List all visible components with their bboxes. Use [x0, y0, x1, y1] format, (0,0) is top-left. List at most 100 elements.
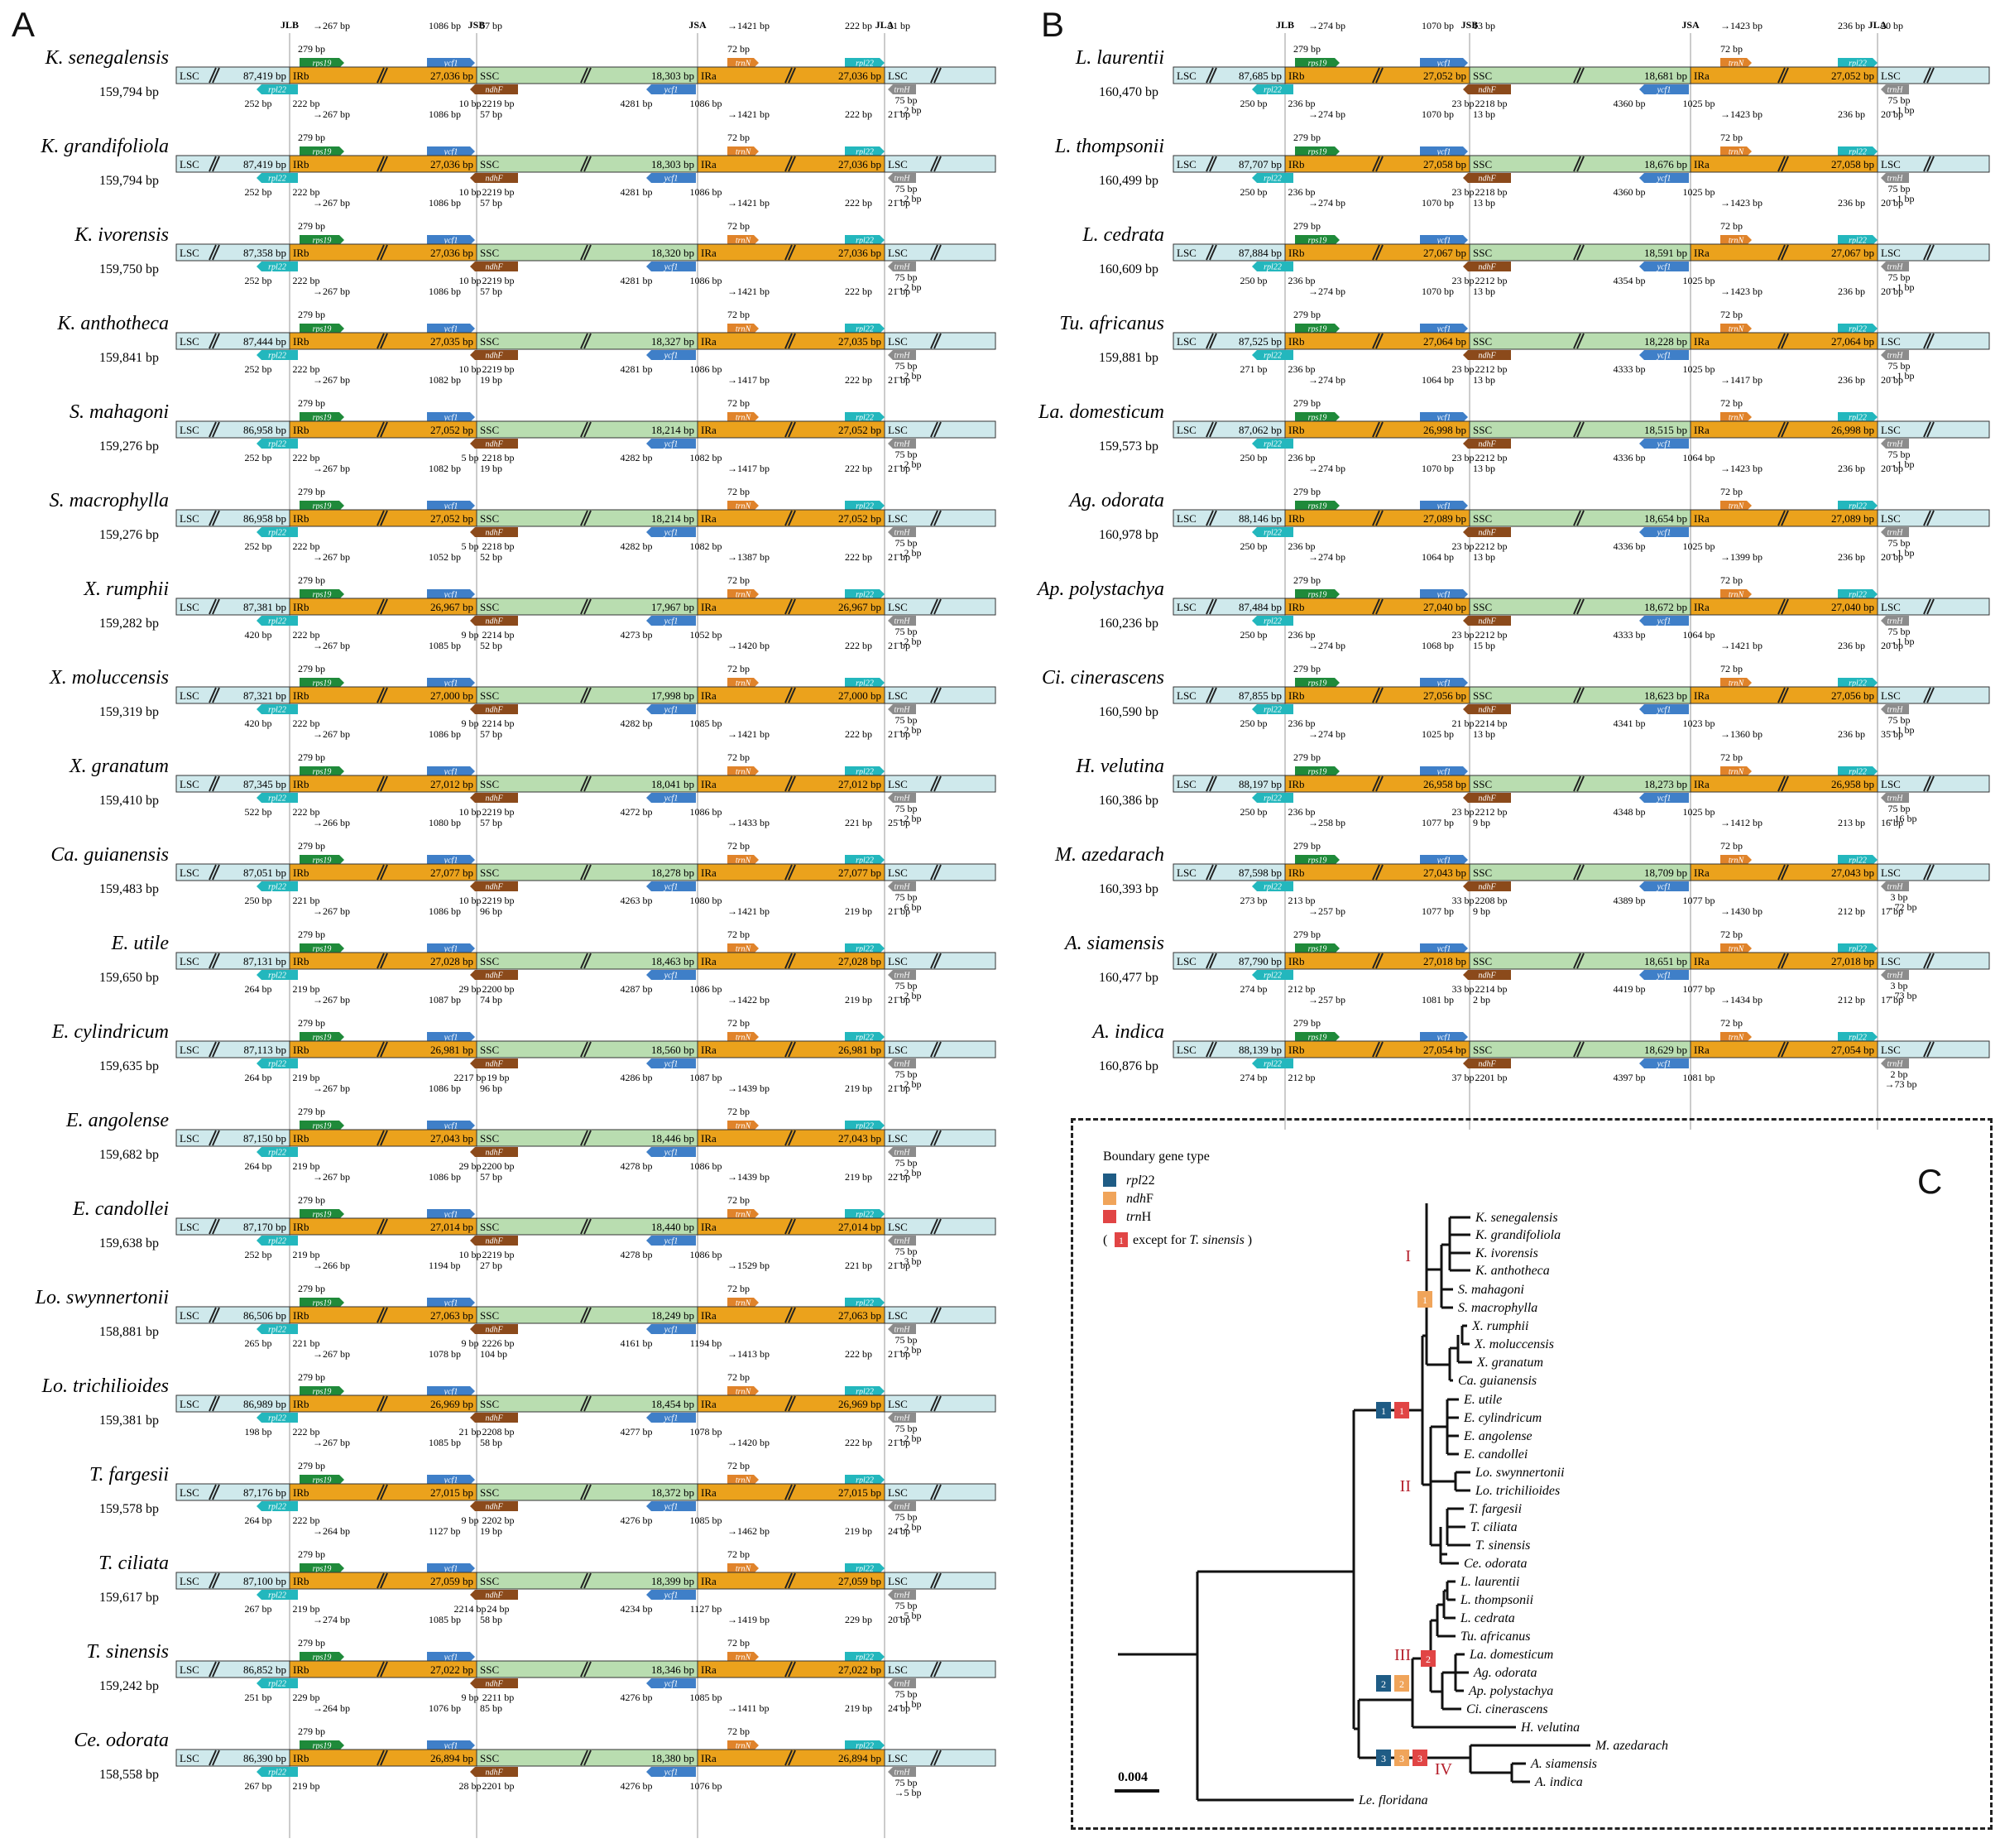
panel-a-row-1-t6: 72 bp — [727, 132, 750, 143]
panel-b-row-8-b8: →16 bp — [1885, 813, 1917, 824]
panel-b-row-1-total-length: 160,499 bp — [1099, 174, 1158, 188]
panel-a-row-4-ycf1-bottom-gene — [646, 439, 696, 449]
panel-a-row-2-ycf1-bottom-gene — [646, 262, 696, 271]
panel-a-row-12-break-4 — [784, 1130, 793, 1146]
panel-a-junction-jlb: JLB — [281, 19, 299, 31]
panel-a-row-5-b5: 4282 bp — [621, 540, 653, 552]
panel-a-row-2-b8: →2 bp — [894, 281, 922, 293]
panel-a-row-19-break-3 — [580, 1750, 588, 1766]
panel-b-row-11-species-name: A. indica — [1091, 1021, 1164, 1043]
legend-note-text: except for T. sinensis ) — [1133, 1233, 1252, 1247]
panel-b-row-8-break-1 — [1206, 775, 1214, 792]
panel-b-row-1-ira-length: 27,058 bp — [1831, 158, 1874, 170]
panel-b-row-7-ndhF-gene — [1463, 704, 1511, 714]
panel-a-row-7-rpl22-bottom-gene — [257, 704, 298, 714]
panel-a-row-5-rps19-gene — [300, 501, 344, 511]
panel-b-row-7-rpl22-top-gene-label: rpl22 — [1849, 679, 1867, 689]
panel-a-row-10-irb-label: IRb — [293, 955, 309, 967]
panel-a-row-16-rps19-gene — [300, 1475, 344, 1485]
panel-a-row-14-t7: 221 bp — [845, 1260, 872, 1271]
panel-b-row-8-total-length: 160,386 bp — [1099, 794, 1158, 808]
panel-a-row-3-t3: 1086 bp — [429, 286, 461, 297]
panel-b-row-4-t4: 13 bp — [1473, 374, 1495, 386]
panel-a-row-2-b5: 4281 bp — [621, 275, 653, 286]
panel-b-row-1-b4: 2218 bp — [1475, 186, 1508, 198]
panel-b-row-2-break-4 — [1777, 244, 1786, 261]
panel-b-row-4-trnN-gene — [1720, 412, 1752, 422]
panel-b-row-1-ycf1-bottom-gene-label: ycf1 — [1657, 175, 1671, 184]
panel-b-row-0-b1: 250 bp — [1240, 98, 1268, 109]
panel-a-row-8-b1: 522 bp — [245, 806, 272, 818]
panel-b-row-6-lsc-label: LSC — [1177, 601, 1197, 613]
panel-a-row-11-lsc-label: LSC — [180, 1044, 199, 1056]
panel-a-row-16-break-5-b — [933, 1484, 942, 1500]
panel-b-row-1-trnN-gene-label: trnN — [1729, 148, 1745, 157]
panel-a-row-17-break-5 — [930, 1572, 938, 1589]
panel-a-row-3-ndhF-gene — [470, 350, 518, 360]
panel-a-row-8-t4: 57 bp — [480, 728, 502, 740]
panel-a-row-15-b4: 2208 bp — [482, 1426, 515, 1438]
panel-b-row-2-break-2-b — [1375, 244, 1384, 261]
panel-a-row-12-b4: 2200 bp — [482, 1160, 515, 1172]
panel-a-row-13-b2: 219 bp — [293, 1249, 320, 1260]
panel-b-row-4-ssc-length: 18,515 bp — [1644, 424, 1687, 436]
panel-a-row-18-b4: 2211 bp — [482, 1692, 515, 1703]
panel-a-row-3-break-4-b — [788, 333, 796, 349]
panel-a-row-18-break-5 — [930, 1661, 938, 1678]
panel-b-row-11-b7: 2 bp — [1891, 1068, 1908, 1080]
panel-a-row-8-break-2-b — [380, 775, 388, 792]
panel-b-row-8-rps19-gene-label: rps19 — [1308, 768, 1327, 777]
tree-tip-21: L. thompsonii — [1460, 1593, 1533, 1607]
legend-note-badge-label: 1 — [1119, 1235, 1124, 1246]
panel-a-row-19-ycf1-top-gene — [427, 1740, 475, 1750]
panel-a-row-3-ssc-length: 18,327 bp — [651, 335, 694, 348]
panel-a-row-14-break-5 — [930, 1307, 938, 1323]
panel-a-row-5-t2: 279 bp — [298, 486, 325, 497]
panel-b-row-1-rpl22-bottom-gene-label: rpl22 — [1264, 175, 1282, 184]
panel-a-row-4-trnH-gene-label: trnH — [894, 440, 911, 449]
panel-a-row-7-break-5-b — [933, 687, 942, 703]
panel-b-row-6-break-3-b — [1576, 598, 1585, 615]
panel-a-row-2-t2: 279 bp — [298, 220, 325, 232]
panel-a-row-4-rpl22-top-gene — [845, 412, 885, 422]
panel-a-row-8-t3: 1086 bp — [429, 728, 461, 740]
panel-b-row-11-ycf1-top-gene-label: ycf1 — [1436, 1034, 1451, 1043]
panel-b-row-10-rpl22-top-gene-label: rpl22 — [1849, 945, 1867, 954]
panel-b-row-5-ndhF-gene-label: ndhF — [1478, 529, 1496, 538]
panel-a-row-9-t5: →1433 bp — [727, 817, 770, 828]
panel-b-row-0-lsc-right-label: LSC — [1881, 70, 1901, 82]
panel-b-row-3-rps19-gene-label: rps19 — [1308, 325, 1327, 334]
panel-a-row-5-b2: 222 bp — [293, 540, 320, 552]
panel-b-row-1-b7: 75 bp — [1888, 183, 1911, 194]
panel-a-row-10-trnN-gene — [727, 943, 759, 953]
tree-tip-24: La. domesticum — [1469, 1648, 1553, 1662]
panel-b-row-7-trnH-gene — [1881, 704, 1909, 714]
panel-a-row-14-rps19-gene-label: rps19 — [313, 1299, 332, 1308]
panel-a-row-12-ndhF-gene-label: ndhF — [485, 1149, 503, 1158]
panel-a-row-6-irb-label: IRb — [293, 601, 309, 613]
panel-a-row-4-rps19-gene — [300, 412, 344, 422]
panel-b-row-11-ssc-length: 18,629 bp — [1644, 1044, 1687, 1056]
panel-a-row-9-ndhF-gene — [470, 881, 518, 891]
panel-a-row-9-b7: 75 bp — [895, 891, 918, 903]
panel-b-row-6-break-1 — [1206, 598, 1214, 615]
panel-a-row-7-t5: →1420 bp — [727, 640, 770, 651]
panel-a-row-16-trnH-gene-label: trnH — [894, 1503, 911, 1512]
panel-b-row-10-break-4 — [1777, 953, 1786, 969]
panel-a-row-10-lsc-right-label: LSC — [888, 955, 908, 967]
panel-b-row-8-t2: 279 bp — [1293, 751, 1321, 763]
panel-a-row-13-lsc-length: 87,170 bp — [243, 1221, 286, 1233]
panel-a-row-19-t7: 219 bp — [845, 1702, 872, 1714]
panel-a-row-6-b2: 222 bp — [293, 629, 320, 641]
panel-a-row-14-t3: 1194 bp — [429, 1260, 461, 1271]
panel-a-row-16-lsc-right-label: LSC — [888, 1486, 908, 1499]
panel-b-row-9-t5: →1412 bp — [1720, 817, 1763, 828]
panel-a-row-4-t7: 222 bp — [845, 374, 872, 386]
panel-a-row-13-trnH-gene-label: trnH — [894, 1237, 911, 1246]
panel-a-row-14-b1: 265 bp — [245, 1337, 272, 1349]
panel-a-row-7-break-2 — [376, 687, 385, 703]
panel-a-row-12-lsc-length: 87,150 bp — [243, 1132, 286, 1145]
panel-a-row-7-irb-length: 27,000 bp — [430, 689, 473, 702]
panel-a-row-11-ycf1-top-gene — [427, 1032, 475, 1042]
panel-b-row-4-break-1 — [1206, 421, 1214, 438]
